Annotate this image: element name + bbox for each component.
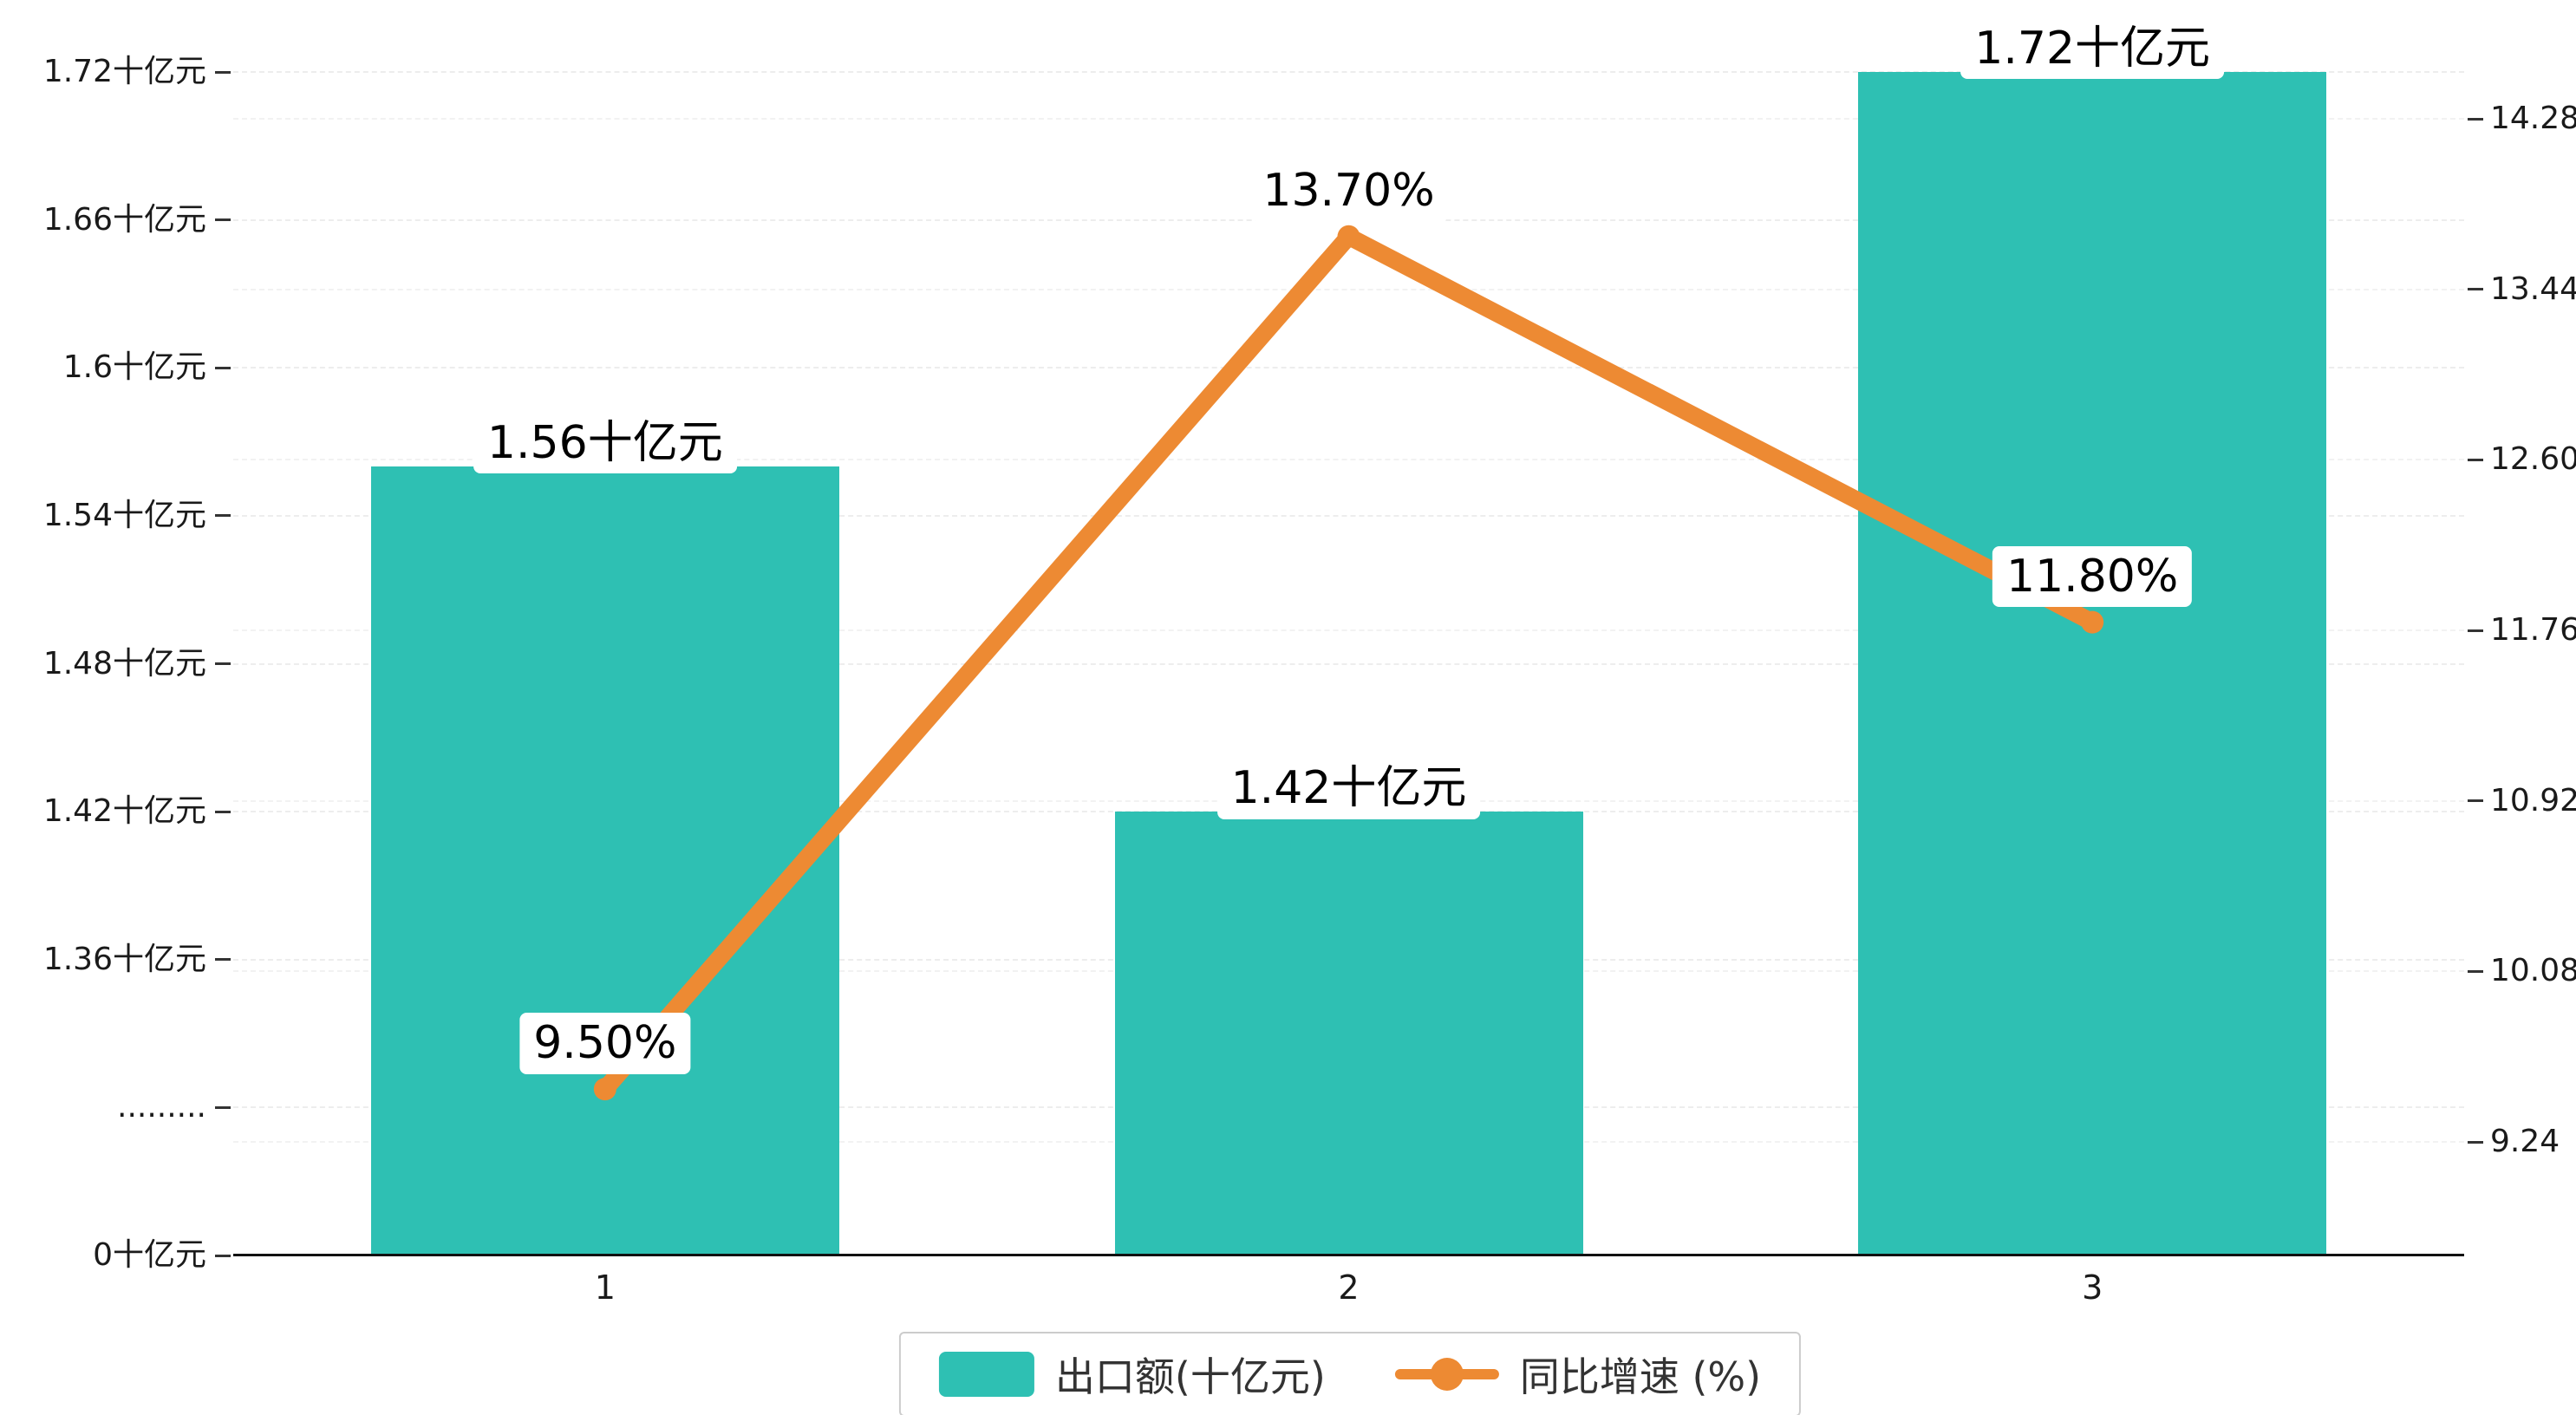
left-axis-tick-label: 1.54十亿元 [42, 497, 206, 533]
left-axis-tick-mark [215, 1105, 231, 1109]
x-axis-category-label: 3 [2082, 1268, 2103, 1307]
legend-line-dot [1430, 1358, 1464, 1391]
line-value-label: 13.70% [1249, 160, 1449, 222]
left-axis-tick-label: ......... [117, 1089, 206, 1125]
right-axis-tick-mark [2468, 799, 2483, 803]
growth-line-point[interactable] [1337, 225, 1360, 248]
gridline-right-axis [233, 118, 2464, 120]
legend-label: 同比增速 (%) [1519, 1353, 1762, 1400]
left-axis-tick-mark [215, 366, 231, 369]
left-axis-tick-mark [215, 662, 231, 665]
x-axis-line [233, 1254, 2464, 1256]
bar-value-label: 1.42十亿元 [1216, 758, 1481, 819]
right-axis-tick-label: 10.92 [2490, 782, 2576, 818]
left-axis-tick-mark [215, 958, 231, 962]
left-axis-tick-label: 1.6十亿元 [62, 349, 206, 386]
right-axis-tick-mark [2468, 117, 2483, 121]
bar-value-label: 1.56十亿元 [473, 413, 737, 474]
legend-label: 出口额(十亿元) [1054, 1353, 1326, 1400]
left-axis-tick-label: 0十亿元 [93, 1237, 206, 1273]
line-value-label: 11.80% [1992, 545, 2193, 608]
right-axis-tick-label: 11.76 [2490, 612, 2576, 648]
right-axis-tick-mark [2468, 969, 2483, 973]
right-axis-tick-label: 12.60 [2490, 441, 2576, 478]
left-axis-tick-label: 1.66十亿元 [42, 201, 206, 238]
right-axis-tick-mark [2468, 629, 2483, 632]
left-axis-tick-label: 1.36十亿元 [42, 941, 206, 977]
right-axis-tick-mark [2468, 288, 2483, 291]
x-axis-category-label: 1 [594, 1268, 616, 1307]
left-axis-tick-label: 1.42十亿元 [42, 793, 206, 830]
left-axis-tick-mark [215, 218, 231, 222]
export-bar[interactable] [1114, 812, 1583, 1255]
right-axis-tick-label: 14.28 [2490, 101, 2576, 136]
x-axis-category-label: 2 [1338, 1268, 1360, 1307]
right-axis-tick-label: 10.08 [2490, 953, 2576, 989]
left-axis-tick-mark [215, 70, 231, 74]
left-axis-tick-mark [215, 514, 231, 518]
right-axis-tick-label: 9.24 [2490, 1124, 2560, 1159]
export-bar[interactable] [370, 466, 839, 1255]
left-axis-tick-mark [215, 810, 231, 813]
right-axis-tick-mark [2468, 1140, 2483, 1144]
bar-value-label: 1.72十亿元 [1960, 18, 2225, 80]
left-axis-tick-label: 1.48十亿元 [42, 645, 206, 681]
legend-item-export[interactable]: 出口额(十亿元) [938, 1346, 1326, 1403]
left-axis-tick-mark [215, 1254, 231, 1257]
legend-bar-swatch-icon [938, 1352, 1034, 1397]
right-axis-tick-label: 13.44 [2490, 271, 2576, 307]
left-axis-tick-label: 1.72十亿元 [42, 54, 206, 89]
export-bar[interactable] [1858, 72, 2327, 1255]
right-axis-tick-mark [2468, 458, 2483, 461]
legend-line-marker-icon [1394, 1352, 1499, 1397]
legend: 出口额(十亿元) 同比增速 (%) [898, 1332, 1802, 1415]
gridline-left-axis [233, 71, 2464, 73]
line-value-label: 9.50% [519, 1013, 691, 1074]
legend-item-growth[interactable]: 同比增速 (%) [1394, 1346, 1762, 1403]
